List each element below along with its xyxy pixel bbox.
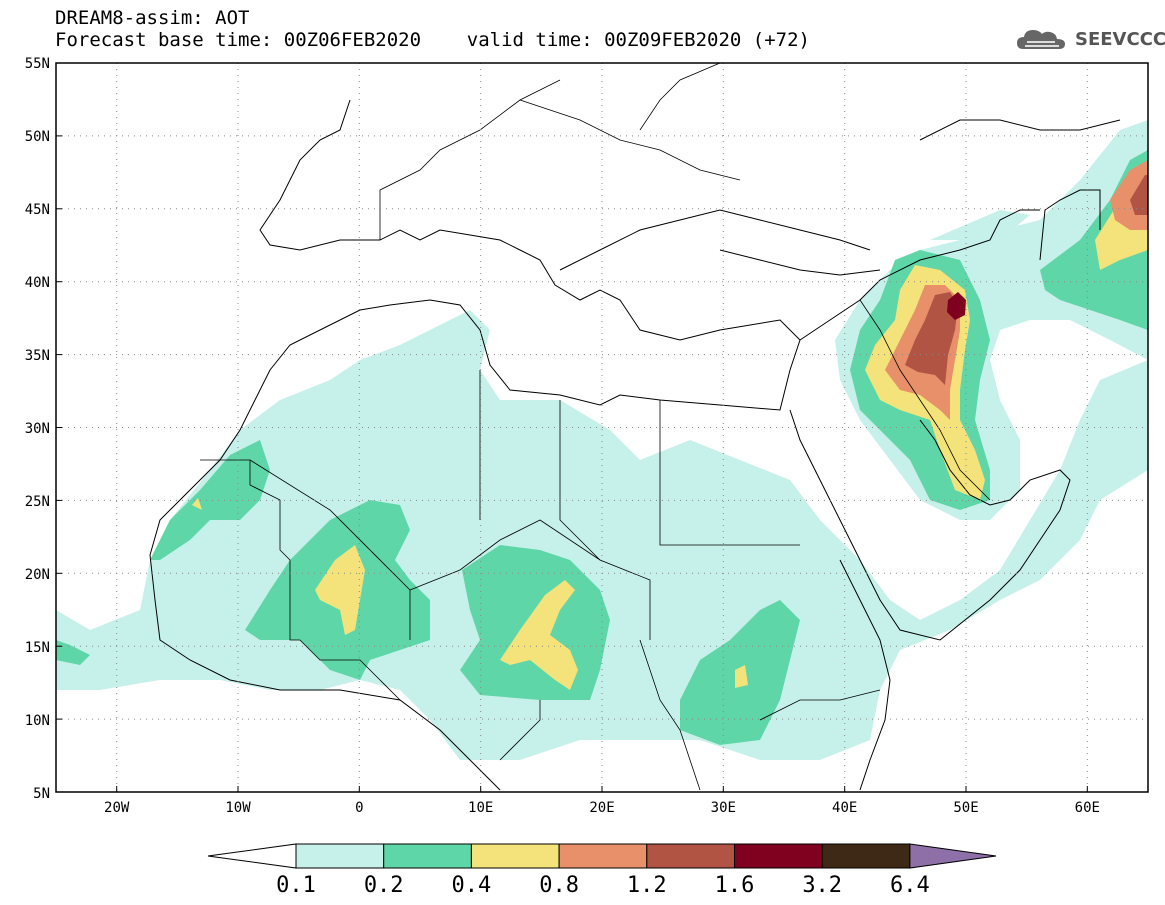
lon-label: 50E [953,800,978,816]
colorbar-label: 0.4 [452,873,492,898]
lon-label: 10W [225,800,251,816]
colorbar-label: 3.2 [802,873,842,898]
lat-label: 20N [25,567,50,583]
lat-label: 45N [25,202,50,218]
colorbar-label: 0.1 [276,873,316,898]
lon-label: 20W [104,800,130,816]
map-title: DREAM8-assim: AOT [55,7,250,29]
colorbar-label: 1.6 [715,873,755,898]
aot-level-1.6 [947,292,966,320]
lat-label: 35N [25,348,50,364]
colorbar-swatch [383,843,472,869]
lon-label: 40E [832,800,857,816]
aot-field [56,120,1148,760]
lon-label: 20E [589,800,614,816]
lat-label: 50N [25,129,50,145]
colorbar-swatch [470,843,560,869]
country-borders [200,63,991,791]
colorbar-swatch [558,843,648,869]
lon-label: 30E [711,800,736,816]
axis-ticks [56,135,1088,792]
lat-label: 25N [25,494,50,510]
lon-labels: 20W 10W 0 10E 20E 30E 40E 50E 60E [104,800,1100,816]
lon-label: 10E [468,800,493,816]
colorbar-label: 0.2 [364,873,404,898]
lon-label: 60E [1075,800,1100,816]
forecast-times: Forecast base time: 00Z06FEB2020 valid t… [55,29,810,51]
colorbar: 0.1 0.2 0.4 0.8 1.2 1.6 3.2 6.4 [207,843,997,898]
colorbar-over-triangle [909,843,997,869]
logo-text: SEEVCCC [1075,28,1165,50]
graticule [56,63,1148,792]
colorbar-label: 0.8 [539,873,579,898]
lat-label: 30N [25,421,50,437]
lat-label: 5N [33,786,50,802]
colorbar-swatch [295,843,385,869]
lat-label: 10N [25,713,50,729]
lat-label: 15N [25,640,50,656]
colorbar-swatch [734,843,823,869]
seevccc-logo: SEEVCCC [1015,24,1165,54]
cloud-icon [1017,30,1065,49]
colorbar-swatch [821,843,911,869]
lon-label: 0 [355,800,363,816]
lat-label: 55N [25,56,50,72]
colorbar-under-triangle [207,843,297,869]
colorbar-label: 6.4 [890,873,930,898]
colorbar-label: 1.2 [627,873,667,898]
colorbar-swatch [646,843,735,869]
aot-level-1.2 [905,175,1148,385]
lat-labels: 55N 50N 45N 40N 35N 30N 25N 20N 15N 10N … [25,56,50,802]
lat-label: 40N [25,275,50,291]
